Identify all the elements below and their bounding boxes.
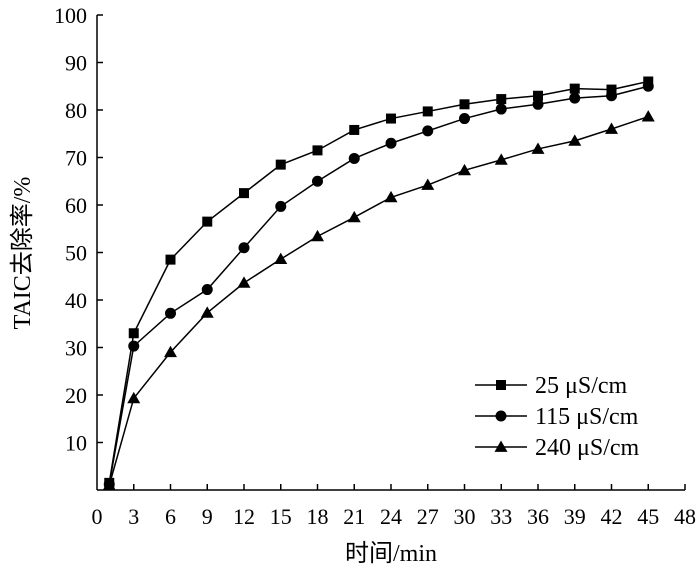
data-point <box>642 80 654 92</box>
y-tick-label: 80 <box>65 98 87 123</box>
data-point <box>385 137 397 149</box>
data-point <box>496 94 507 105</box>
data-point <box>275 200 287 212</box>
y-tick-label: 100 <box>54 3 87 28</box>
y-tick-label: 30 <box>65 336 87 361</box>
y-tick-label: 40 <box>65 288 87 313</box>
x-tick-label: 9 <box>202 504 213 529</box>
data-point <box>532 98 544 110</box>
data-point <box>422 106 433 117</box>
data-point <box>421 178 435 190</box>
data-point <box>386 113 396 124</box>
data-point <box>128 328 139 339</box>
data-point <box>311 229 324 242</box>
data-point <box>531 142 545 154</box>
x-tick-label: 15 <box>270 504 292 529</box>
legend: 25 μS/cm 115 μS/cm 240 μS/cm <box>475 373 640 461</box>
series-3 <box>102 110 655 491</box>
y-tick-label: 60 <box>65 193 87 218</box>
data-point <box>494 153 508 165</box>
data-point <box>102 478 116 491</box>
x-axis-title: 时间/min <box>345 540 437 567</box>
data-point <box>165 254 176 265</box>
data-point <box>606 90 617 102</box>
data-point <box>348 152 360 164</box>
data-point <box>347 210 361 223</box>
data-point <box>459 99 470 110</box>
series-line <box>108 80 649 483</box>
data-point <box>569 92 581 104</box>
x-tick-label: 27 <box>417 504 439 529</box>
data-point <box>201 284 213 296</box>
x-tick-label: 0 <box>92 504 103 529</box>
x-tick-label: 21 <box>343 504 365 529</box>
data-point <box>238 242 250 254</box>
series-2 <box>103 80 654 490</box>
y-tick-label: 90 <box>65 51 87 76</box>
x-tick-label: 33 <box>490 504 512 529</box>
data-point <box>568 134 582 146</box>
data-point <box>200 306 214 318</box>
data-point <box>237 276 251 288</box>
data-point <box>422 125 434 137</box>
data-point <box>275 159 286 170</box>
legend-marker <box>496 380 506 390</box>
data-point <box>349 124 360 135</box>
legend-label: 25 μS/cm <box>535 373 628 399</box>
data-point <box>569 83 580 94</box>
data-point <box>384 190 398 203</box>
x-tick-label: 39 <box>564 504 586 529</box>
y-tick-label: 50 <box>65 241 87 266</box>
x-tick-label: 42 <box>601 504 623 529</box>
x-tick-label: 45 <box>637 504 659 529</box>
y-tick-label: 20 <box>65 383 87 408</box>
x-axis-ticks: 0 3 6 9 12 15 18 21 24 27 30 33 36 39 42 45 48 <box>92 484 696 529</box>
x-tick-label: 36 <box>527 504 549 529</box>
y-tick-label: 10 <box>65 431 87 456</box>
series-line <box>108 85 649 485</box>
x-tick-label: 12 <box>233 504 255 529</box>
data-point <box>164 345 177 358</box>
legend-label: 240 μS/cm <box>535 435 640 461</box>
data-point <box>495 103 507 115</box>
legend-label: 115 μS/cm <box>535 404 639 430</box>
data-point <box>605 122 618 134</box>
data-point <box>312 145 323 156</box>
data-point <box>127 391 141 404</box>
legend-marker <box>495 410 507 422</box>
data-point <box>274 252 288 265</box>
data-point <box>533 90 543 101</box>
data-point <box>459 113 470 125</box>
x-tick-label: 24 <box>380 504 402 529</box>
legend-item: 25 μS/cm <box>475 373 628 399</box>
y-tick-label: 70 <box>65 146 87 171</box>
data-point <box>458 163 471 176</box>
data-point <box>312 175 323 187</box>
series-line <box>108 115 649 486</box>
y-axis-title: TAIC去除率/% <box>9 177 36 330</box>
x-tick-label: 30 <box>454 504 476 529</box>
data-point <box>165 307 176 319</box>
x-tick-label: 3 <box>128 504 139 529</box>
legend-marker <box>494 440 508 452</box>
x-tick-label: 48 <box>674 504 696 529</box>
x-tick-label: 18 <box>307 504 329 529</box>
y-axis-ticks: 10 20 30 40 50 60 70 80 90 100 <box>54 3 103 456</box>
x-tick-label: 6 <box>165 504 176 529</box>
legend-item: 240 μS/cm <box>475 435 640 461</box>
data-point <box>239 188 249 199</box>
legend-item: 115 μS/cm <box>475 404 639 430</box>
data-point <box>606 84 617 95</box>
data-point <box>202 216 213 227</box>
data-point <box>128 340 140 352</box>
series-layer <box>102 76 655 491</box>
data-point <box>641 110 655 122</box>
